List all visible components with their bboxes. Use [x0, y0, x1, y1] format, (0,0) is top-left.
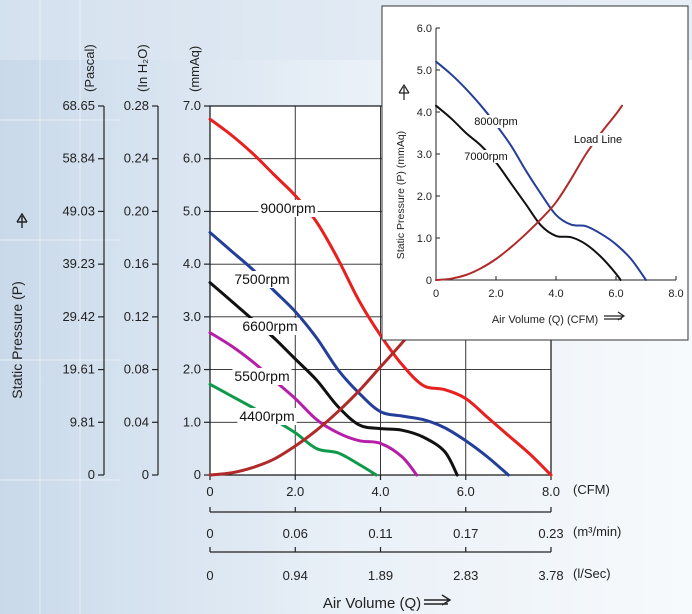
y-arrow-icon: [16, 212, 28, 228]
y-unit-label: (Pascal): [82, 44, 97, 92]
x-tick-label: 0: [206, 568, 213, 583]
series-line-load-line: [208, 325, 417, 477]
y-tick-label-mmaq: 7.0: [183, 98, 201, 113]
y-tick-label-pascal: 39.23: [62, 256, 95, 271]
y-tick-label-inh2o: 0.24: [124, 151, 149, 166]
y-tick-label-inh2o: 0.16: [124, 256, 149, 271]
y-tick-label-pascal: 0: [88, 467, 95, 482]
y-tick-label-inh2o: 0.20: [124, 203, 149, 218]
series-line-9000rpm: [208, 117, 553, 477]
inset-series-label-bg: [568, 133, 628, 146]
inset-x-tick-label: 2.0: [488, 288, 503, 300]
x-tick-label: 3.78: [538, 568, 563, 583]
series-label-bg: [258, 200, 318, 217]
y-tick-label-pascal: 58.84: [62, 151, 95, 166]
x-unit-label: (m³/min): [573, 524, 621, 539]
inset-y-tick-label: 5.0: [417, 65, 432, 77]
inset-series-labels: 8000rpm 7000rpm Load Line: [462, 115, 628, 163]
y-tick-label-pascal: 68.65: [62, 98, 95, 113]
inset-series-label: 8000rpm: [474, 116, 517, 128]
x-tick-label: 0.11: [368, 526, 392, 541]
series-group: [208, 117, 553, 477]
inset-background: [381, 5, 689, 341]
x-arrow-icon: [424, 594, 452, 606]
y-tick-label-pascal: 49.03: [62, 203, 95, 218]
y-axes: 0 9.81 19.61 29.42 39.23 49.03 58.84 68.65 0 0.04…: [62, 44, 210, 482]
y-tick-label-inh2o: 0.04: [124, 414, 149, 429]
series-labels: 9000rpm 7500rpm 6600rpm 5500rpm 4400rpm: [232, 200, 318, 425]
inset-x-arrow-icon: [604, 311, 626, 321]
inset-chart: 0 1.0 2.0 3.0 4.0 5.0 6.0 0 2.0 4.0 6.0 8.0 8000rpm…: [381, 5, 689, 341]
series-label: 9000rpm: [260, 200, 315, 216]
y-tick-label-inh2o: 0: [142, 467, 149, 482]
y-tick-label-inh2o: 0.08: [124, 362, 149, 377]
series-label: 5500rpm: [234, 368, 289, 384]
axis-titles: Static Pressure (P) Air Volume (Q): [9, 212, 452, 612]
x-tick-label: 0: [206, 526, 213, 541]
series-line-5500rpm: [208, 331, 419, 477]
inset-y-axis-title: Static Pressure (P) (mmAq): [395, 131, 407, 259]
x-axis-title: Air Volume (Q): [323, 595, 421, 612]
series-label-bg: [240, 318, 300, 335]
inset-series-label-bg: [472, 115, 520, 128]
inset-y-tick-label: 1.0: [417, 233, 432, 245]
inset-y-tick-label: 6.0: [417, 23, 432, 35]
x-tick-label: 2.83: [453, 568, 478, 583]
series-line-4400rpm: [208, 382, 378, 477]
inset-series-label: Load Line: [574, 134, 622, 146]
y-tick-label-mmaq: 1.0: [183, 414, 201, 429]
inset-x-tick-label: 4.0: [548, 288, 563, 300]
y-tick-label-pascal: 29.42: [62, 309, 95, 324]
series-label-bg: [237, 408, 297, 425]
y-tick-label-mmaq: 5.0: [183, 203, 201, 218]
inset-series-line-7000rpm: [435, 104, 622, 281]
y-tick-label-mmaq: 0: [194, 467, 201, 482]
y-unit-label: (In H₂O): [135, 44, 150, 92]
series-label: 4400rpm: [239, 408, 294, 424]
y-tick-label-mmaq: 6.0: [183, 151, 201, 166]
inset-y-arrow-icon: [398, 83, 410, 100]
y-axis-title: Static Pressure (P): [9, 281, 25, 398]
inset-y-tick-label: 3.0: [417, 149, 432, 161]
series-label-bg: [232, 368, 292, 385]
y-tick-label-mmaq: 2.0: [183, 362, 201, 377]
inset-x-tick-label: 6.0: [608, 288, 623, 300]
inset-x-axis-title: Air Volume (Q) (CFM): [492, 314, 598, 326]
series-label-bg: [232, 271, 292, 288]
inset-series-label: 7000rpm: [464, 151, 507, 163]
inset-x-tick-label: 0: [433, 288, 439, 300]
x-tick-label: 1.89: [368, 568, 393, 583]
x-tick-label: 0.23: [538, 526, 563, 541]
y-tick-label-inh2o: 0.28: [124, 98, 149, 113]
inset-y-tick-label: 0: [426, 275, 432, 287]
x-tick-label: 0.94: [283, 568, 308, 583]
x-tick-label: 8.0: [542, 484, 560, 499]
y-tick-label-inh2o: 0.12: [124, 309, 149, 324]
x-tick-label: 0.06: [283, 526, 308, 541]
series-label: 7500rpm: [234, 271, 289, 287]
inset-axes: 0 1.0 2.0 3.0 4.0 5.0 6.0 0 2.0 4.0 6.0 8.0: [417, 23, 684, 300]
x-tick-label: 4.0: [371, 484, 389, 499]
y-tick-label-mmaq: 3.0: [183, 309, 201, 324]
x-tick-label: 2.0: [286, 484, 304, 499]
x-unit-label: (l/Sec): [573, 566, 611, 581]
x-tick-label: 6.0: [457, 484, 475, 499]
x-axes: 0 2.0 4.0 6.0 8.0 (CFM) 0 0.06 0.11 0.17 0.23 (m³/m…: [206, 475, 621, 583]
inset-series-line-8000rpm: [435, 60, 647, 281]
inset-x-tick-label: 8.0: [668, 288, 683, 300]
inset-series-label-bg: [462, 150, 510, 163]
x-unit-label: (CFM): [573, 482, 610, 497]
inset-axis-titles: Static Pressure (P) (mmAq) Air Volume (Q)…: [395, 83, 626, 326]
x-tick-label: 0: [206, 484, 213, 499]
x-tick-label: 0.17: [453, 526, 478, 541]
y-tick-label-pascal: 19.61: [62, 362, 95, 377]
y-tick-label-mmaq: 4.0: [183, 256, 201, 271]
inset-frame: [381, 5, 689, 341]
inset-y-tick-label: 2.0: [417, 191, 432, 203]
series-label: 6600rpm: [242, 318, 297, 334]
y-tick-label-pascal: 9.81: [70, 414, 95, 429]
y-unit-label: (mmAq): [187, 46, 202, 92]
inset-y-tick-label: 4.0: [417, 107, 432, 119]
